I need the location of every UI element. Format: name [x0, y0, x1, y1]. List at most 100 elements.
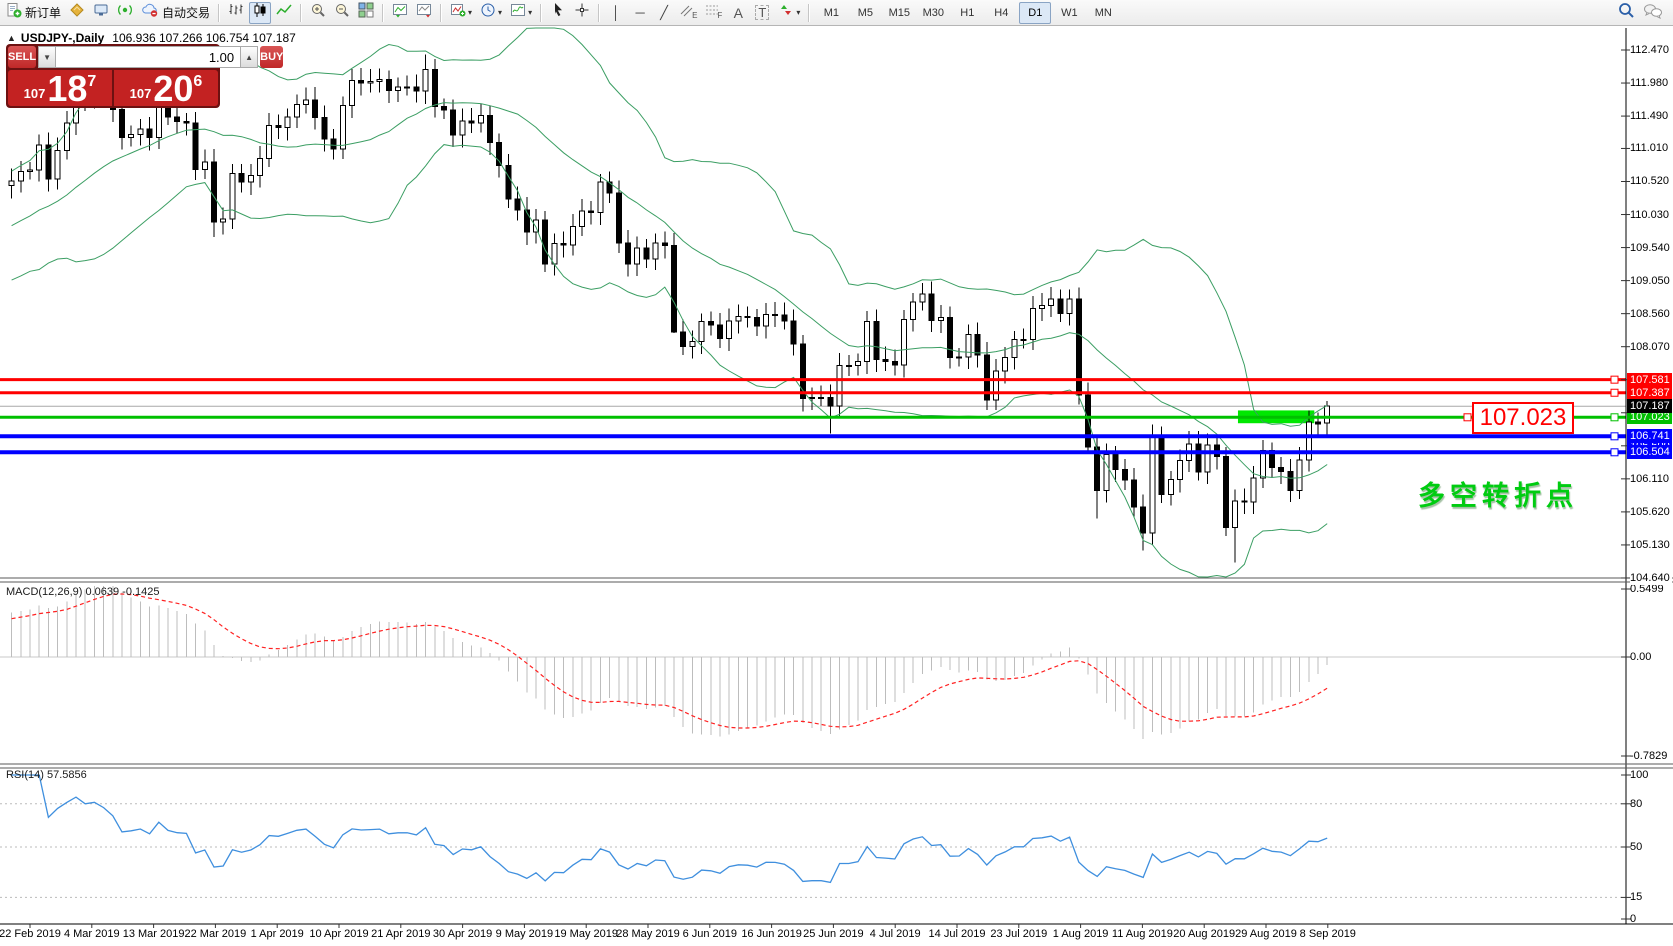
chevron-down-icon: ▾	[498, 8, 503, 17]
timeframe-group: M1 M5 M15 M30 H1 H4 D1 W1 MN	[814, 1, 1120, 24]
new-chart-dropdown[interactable]: ▾	[447, 2, 475, 24]
volume-increase-button[interactable]: ▲	[240, 46, 259, 68]
new-order-icon	[6, 2, 22, 23]
fibonacci-tool[interactable]: F	[702, 2, 725, 24]
bar-chart-mode-button[interactable]	[225, 2, 247, 24]
bollinger-l	[11, 144, 1328, 578]
trendline-icon: ╱	[660, 5, 668, 20]
sell-button[interactable]: SELL	[8, 46, 37, 68]
autotrading-button[interactable]: 自动交易	[138, 2, 213, 24]
timeframe-m30[interactable]: M30	[922, 6, 945, 19]
market-watch-button[interactable]	[66, 2, 88, 24]
gold-icon	[69, 2, 85, 23]
chat-button[interactable]	[1640, 2, 1666, 24]
autotrading-icon	[141, 2, 159, 23]
chevron-down-icon: ▾	[528, 8, 533, 17]
autotrading-label: 自动交易	[162, 6, 211, 20]
toolbar-separator	[300, 3, 303, 22]
buy-button[interactable]: BUY	[260, 46, 284, 68]
volume-decrease-button[interactable]: ▼	[38, 46, 57, 68]
bar-chart-icon	[228, 2, 244, 23]
text-tool[interactable]: A	[727, 2, 749, 24]
periods-dropdown[interactable]: ▾	[477, 2, 505, 24]
tile-windows-button[interactable]	[355, 2, 377, 24]
ask-price-display[interactable]: 107 20 6	[114, 70, 218, 107]
bid-pips: 18	[47, 68, 88, 110]
line-handle[interactable]	[1610, 432, 1619, 441]
metaeditor-button[interactable]	[90, 2, 112, 24]
timeframe-m15[interactable]: M15	[888, 6, 911, 19]
channel-icon	[680, 3, 694, 22]
arrows-dropdown[interactable]: ▾	[775, 2, 803, 24]
chevron-down-icon: ▾	[796, 8, 801, 17]
crosshair-tool-button[interactable]	[571, 2, 593, 24]
timeframe-m1[interactable]: M1	[823, 6, 839, 19]
price-annotation-box[interactable]: 107.023	[1472, 402, 1574, 434]
indicators-dropdown[interactable]: ▾	[507, 2, 535, 24]
clock-icon	[480, 2, 496, 23]
timeframe-mn[interactable]: MN	[1094, 6, 1112, 19]
toolbar-right	[1614, 2, 1667, 24]
zoom-out-button[interactable]	[331, 2, 353, 24]
next-profile-button[interactable]	[413, 2, 435, 24]
bid-price-display[interactable]: 107 18 7	[8, 68, 112, 110]
text-label-tool[interactable]: T	[751, 2, 773, 24]
macd-histogram	[11, 586, 1328, 740]
ask-big-figure: 107	[129, 86, 152, 101]
vertical-line-icon: │	[612, 5, 621, 20]
search-icon	[1618, 2, 1635, 24]
signals-button[interactable]	[114, 2, 136, 24]
monitor-icon	[93, 2, 109, 23]
toolbar-separator	[440, 3, 443, 22]
candlestick-mode-button[interactable]	[249, 1, 272, 24]
trendline-tool[interactable]: ╱	[653, 2, 675, 24]
fibonacci-icon	[705, 3, 719, 22]
chart-canvas[interactable]	[0, 26, 1673, 946]
chart-profile-next-icon	[416, 2, 432, 23]
volume-input[interactable]	[56, 46, 241, 68]
horizontal-line-tool[interactable]: ─	[629, 2, 651, 24]
toolbar-separator	[540, 3, 543, 22]
toolbar-separator	[598, 3, 601, 22]
indicators-icon	[510, 2, 526, 23]
chart-ohlc-values: 106.936 107.266 106.754 107.187	[112, 31, 296, 45]
crosshair-icon	[574, 2, 590, 23]
macd-indicator-label: MACD(12,26,9) 0.0639 -0.1425	[6, 586, 160, 598]
previous-profile-button[interactable]	[389, 2, 411, 24]
zoom-in-icon	[310, 2, 326, 23]
chart-profile-prev-icon	[392, 2, 408, 23]
line-chart-mode-button[interactable]	[273, 2, 295, 24]
tile-windows-icon	[358, 2, 374, 23]
toolbar-separator	[218, 3, 221, 22]
timeframe-w1[interactable]: W1	[1061, 6, 1078, 19]
timeframe-m5[interactable]: M5	[857, 6, 873, 19]
chart-title: USDJPY-,Daily	[20, 31, 105, 45]
zoom-in-button[interactable]	[307, 2, 329, 24]
search-button[interactable]	[1615, 2, 1638, 24]
timeframe-h4[interactable]: H4	[994, 6, 1009, 19]
bid-big-figure: 107	[23, 86, 46, 101]
line-handle[interactable]	[1610, 388, 1619, 397]
timeframe-d1[interactable]: D1	[1019, 1, 1052, 24]
equidistant-channel-tool[interactable]: E	[677, 2, 700, 24]
annotation-handle[interactable]	[1463, 413, 1472, 422]
bollinger-m	[11, 102, 1328, 479]
rsi-indicator-label: RSI(14) 57.5856	[6, 769, 87, 781]
toolbar-separator	[382, 3, 385, 22]
line-handle[interactable]	[1610, 448, 1619, 457]
line-handle[interactable]	[1610, 375, 1619, 384]
toolbar-separator	[808, 3, 811, 22]
line-handle[interactable]	[1610, 413, 1619, 422]
text-tool-icon: A	[733, 4, 743, 21]
new-chart-icon	[450, 2, 466, 23]
chart-header: ▲ USDJPY-,Daily 106.936 107.266 106.754 …	[7, 31, 296, 45]
signal-icon	[117, 2, 133, 23]
new-order-button[interactable]: 新订单	[3, 2, 64, 24]
cursor-icon	[550, 2, 566, 23]
chat-icon	[1643, 3, 1663, 24]
vertical-line-tool[interactable]: │	[605, 2, 627, 24]
timeframe-h1[interactable]: H1	[960, 6, 975, 19]
toolbar: 新订单 自动交易 ▾ ▾ ▾ │ ─ ╱ E F A T ▾	[0, 0, 1673, 26]
collapse-icon[interactable]: ▲	[7, 33, 16, 43]
cursor-tool-button[interactable]	[547, 2, 569, 24]
